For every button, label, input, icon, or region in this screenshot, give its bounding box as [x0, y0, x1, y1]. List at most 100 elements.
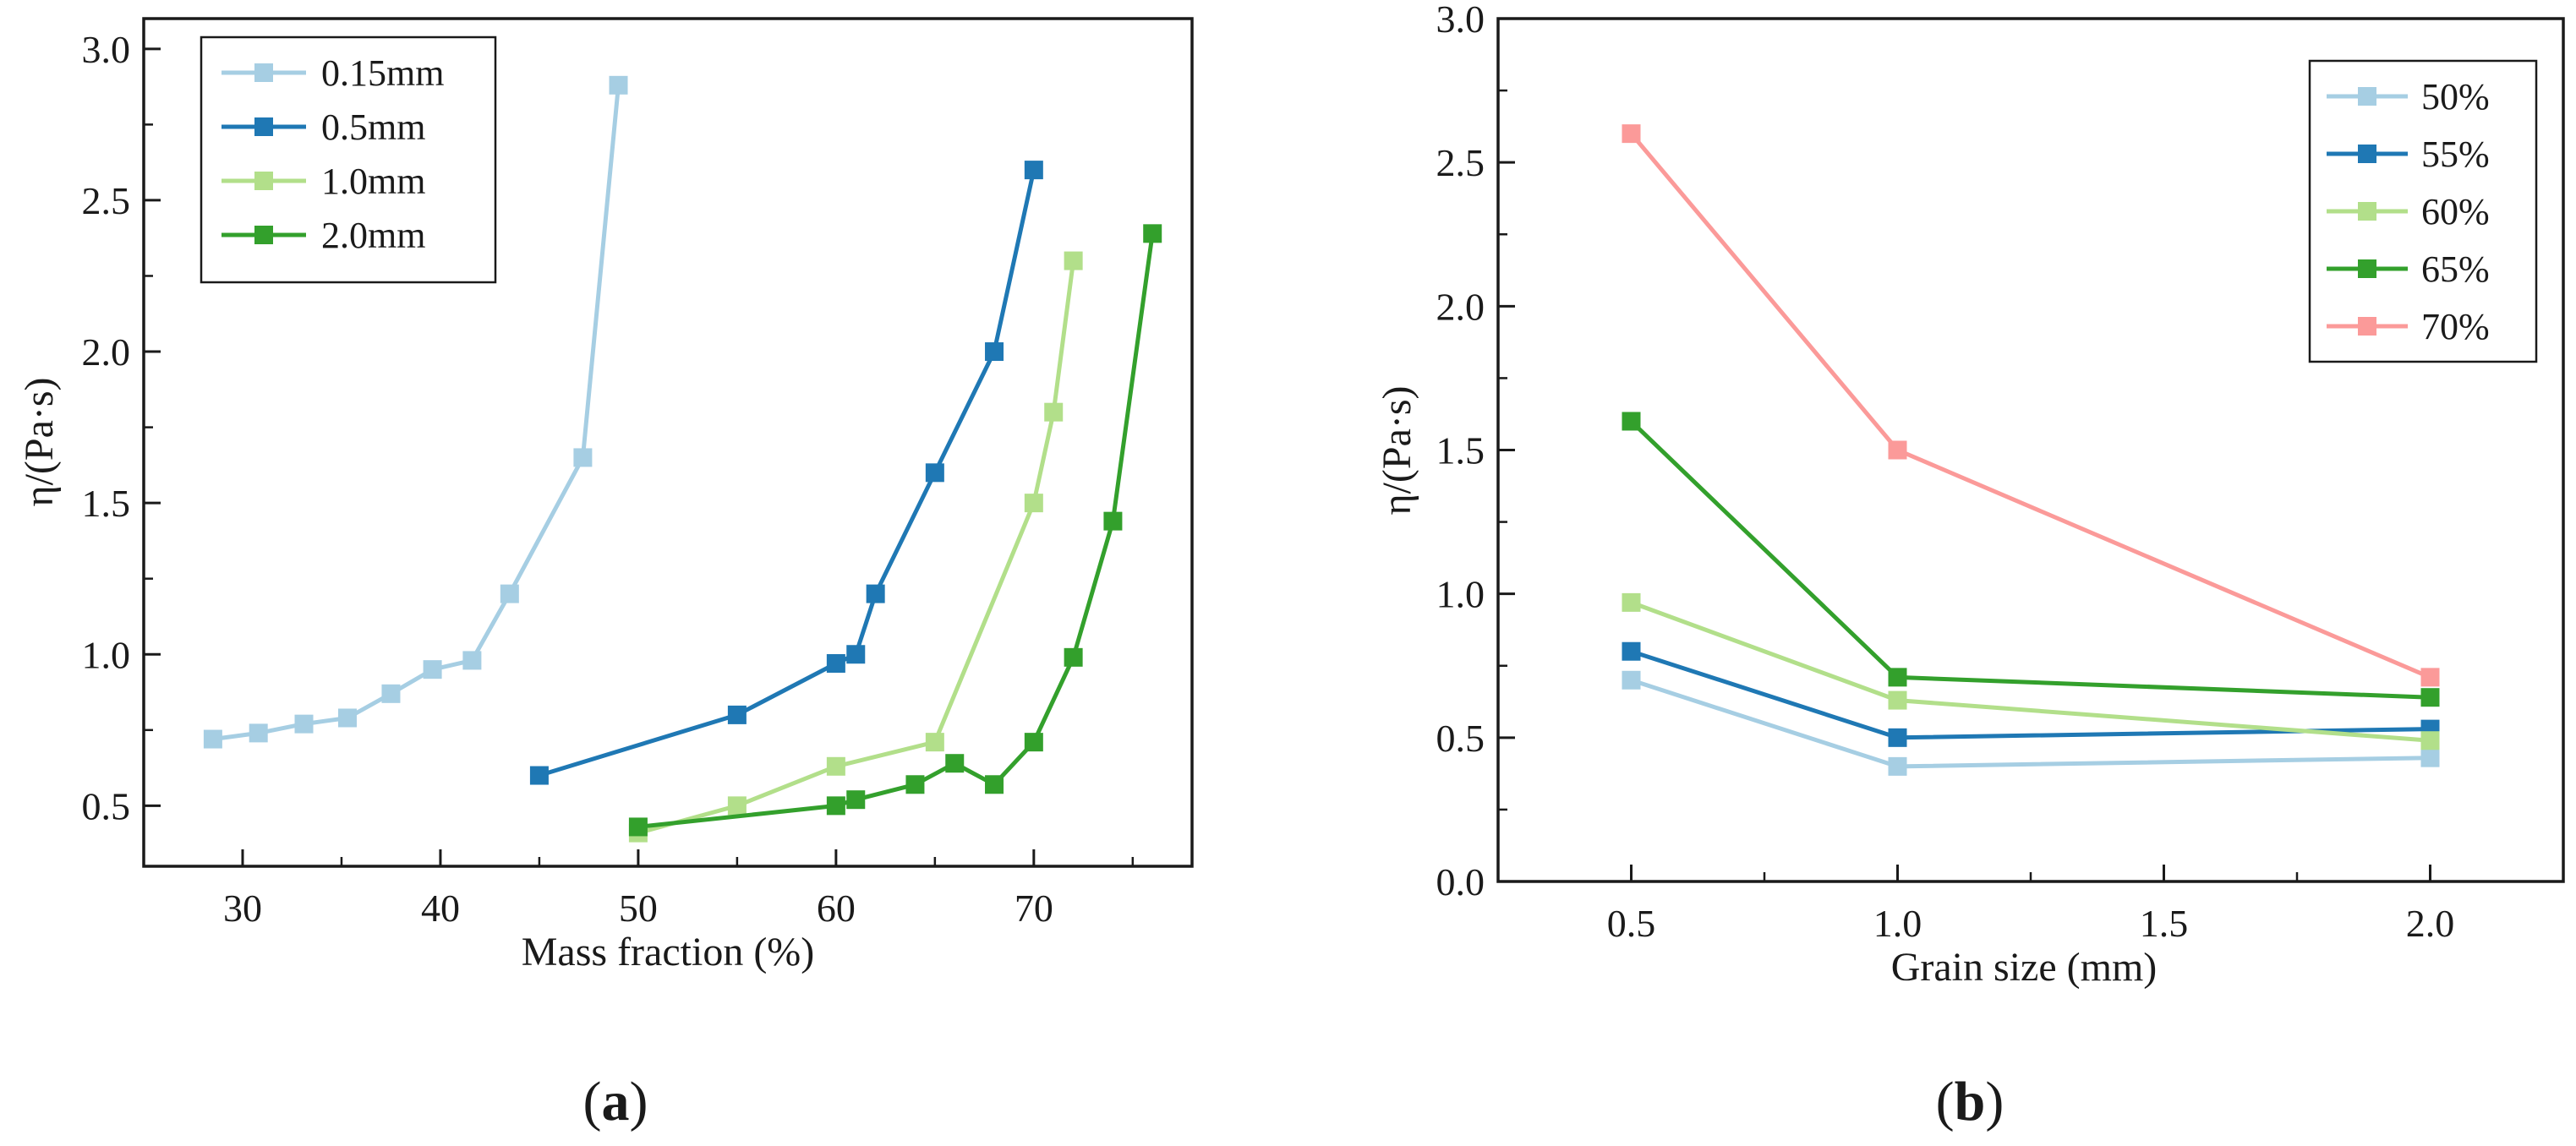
- data-point: [826, 756, 845, 776]
- data-point: [1064, 251, 1083, 270]
- data-point: [1622, 670, 1641, 690]
- data-point: [1024, 161, 1043, 180]
- data-point: [846, 645, 866, 664]
- data-point: [985, 342, 1004, 362]
- data-point: [462, 651, 482, 670]
- legend-marker: [254, 172, 273, 190]
- data-point: [866, 584, 885, 603]
- y-tick-label: 0.0: [1436, 860, 1485, 903]
- data-point: [203, 729, 222, 749]
- legend-marker: [2358, 202, 2376, 221]
- data-point: [1622, 592, 1641, 612]
- x-tick-label: 70: [1015, 887, 1053, 930]
- legend: 50% 55% 60% 65% 70%: [2308, 59, 2538, 363]
- x-tick-label: 1.5: [2140, 902, 2189, 945]
- legend-label: 50%: [2421, 76, 2490, 117]
- series-55%: [1622, 641, 2440, 747]
- x-tick-label: 40: [421, 887, 460, 930]
- legend-marker: [2358, 145, 2376, 163]
- data-point: [1888, 756, 1907, 776]
- data-point: [609, 75, 628, 95]
- legend-label: 65%: [2421, 248, 2490, 290]
- y-tick-label: 1.0: [1436, 573, 1485, 616]
- y-tick-label: 1.5: [1436, 429, 1485, 472]
- legend-label: 0.15mm: [321, 52, 444, 94]
- legend-marker: [2358, 87, 2376, 106]
- x-tick-label: 30: [223, 887, 262, 930]
- x-tick-label: 50: [619, 887, 658, 930]
- y-tick-label: 2.5: [1436, 141, 1485, 184]
- data-point: [628, 817, 648, 837]
- y-tick-label: 1.5: [82, 482, 131, 525]
- series-line: [637, 232, 1155, 829]
- series-60%: [1622, 592, 2440, 750]
- x-tick-label: 2.0: [2406, 902, 2455, 945]
- data-point: [846, 790, 866, 810]
- series-line: [1629, 419, 2431, 700]
- data-point: [381, 684, 401, 703]
- x-axis-title: Grain size (mm): [1891, 945, 2158, 990]
- data-point: [2420, 688, 2440, 707]
- data-point: [945, 754, 965, 773]
- panel-label: (b): [1936, 1071, 2004, 1132]
- legend-label: 0.5mm: [321, 106, 425, 148]
- legend-label: 60%: [2421, 191, 2490, 232]
- data-point: [529, 766, 549, 785]
- data-point: [423, 660, 442, 679]
- chart-panel-b: 0.5 1.0 1.5 2.0 0.0 0.5 1.0 1.5 2.0 2.5 3.0 Grain s…: [1375, 0, 2565, 1132]
- plot-frame: [142, 17, 1194, 868]
- data-point: [1622, 412, 1641, 431]
- data-point: [337, 708, 357, 728]
- legend-marker: [254, 226, 273, 244]
- data-point: [1024, 494, 1043, 513]
- data-point: [2420, 731, 2440, 750]
- series-0.15mm: [203, 75, 628, 749]
- data-point: [1888, 668, 1907, 687]
- legend-label: 55%: [2421, 134, 2490, 175]
- series-line: [212, 85, 621, 742]
- data-point: [249, 723, 268, 743]
- legend-label: 70%: [2421, 306, 2490, 347]
- data-point: [1622, 641, 1641, 661]
- data-point: [826, 653, 845, 673]
- data-point: [727, 796, 747, 816]
- data-point: [1622, 124, 1641, 144]
- legend-label: 1.0mm: [321, 161, 425, 202]
- data-point: [985, 775, 1004, 794]
- data-point: [1888, 440, 1907, 460]
- y-tick-label: 0.5: [1436, 717, 1485, 760]
- x-tick-label: 60: [817, 887, 856, 930]
- y-tick-label: 0.5: [82, 784, 131, 827]
- y-tick-label: 3.0: [82, 28, 131, 71]
- y-tick-label: 2.5: [82, 179, 131, 222]
- data-point: [1024, 733, 1043, 752]
- data-point: [727, 705, 747, 724]
- series-70%: [1622, 124, 2440, 687]
- data-point: [1888, 690, 1907, 710]
- y-tick-label: 3.0: [1436, 0, 1485, 41]
- data-point: [1888, 728, 1907, 747]
- legend-marker: [254, 117, 273, 136]
- data-point: [1064, 647, 1083, 667]
- legend-marker: [2358, 259, 2376, 278]
- data-point: [2420, 748, 2440, 767]
- y-axis-title: η/(Pa·s): [1375, 385, 1419, 515]
- series-50%: [1622, 670, 2440, 776]
- legend-label: 2.0mm: [321, 215, 425, 256]
- data-point: [500, 584, 519, 603]
- x-tick-label: 0.5: [1607, 902, 1656, 945]
- data-point: [925, 463, 944, 483]
- chart-panel-a: 30 40 50 60 70 0.5 1.0 1.5 2.0 2.5 3.0 Mass fractio…: [17, 17, 1194, 1132]
- y-tick-label: 1.0: [82, 633, 131, 676]
- series-65%: [1622, 412, 2440, 707]
- data-point: [2420, 668, 2440, 687]
- legend-marker: [254, 63, 273, 82]
- data-point: [826, 796, 845, 816]
- data-point: [1103, 511, 1123, 531]
- legend-box: [200, 35, 497, 284]
- series-line: [637, 260, 1076, 836]
- data-point: [1143, 224, 1162, 243]
- data-point: [905, 775, 925, 794]
- data-point: [573, 448, 593, 467]
- series-1.0mm: [628, 251, 1083, 843]
